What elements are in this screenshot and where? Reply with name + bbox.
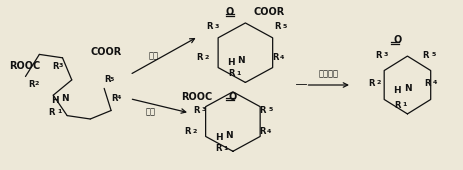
Text: 1: 1 bbox=[224, 146, 228, 151]
Text: N: N bbox=[62, 94, 69, 103]
Text: 3: 3 bbox=[58, 63, 63, 68]
Text: 4: 4 bbox=[267, 129, 271, 134]
Text: R: R bbox=[52, 62, 58, 71]
Text: O: O bbox=[226, 7, 234, 16]
Text: 1: 1 bbox=[236, 71, 240, 76]
Text: R: R bbox=[425, 79, 431, 88]
Text: H: H bbox=[215, 133, 223, 142]
Text: R: R bbox=[184, 127, 190, 136]
Text: R: R bbox=[215, 144, 222, 153]
Text: R: R bbox=[111, 94, 118, 103]
Text: R: R bbox=[394, 101, 400, 110]
Text: 缩合: 缩合 bbox=[146, 108, 156, 117]
Text: R: R bbox=[375, 51, 382, 60]
Text: 2: 2 bbox=[192, 129, 196, 134]
Text: N: N bbox=[225, 131, 233, 140]
Text: ROOC: ROOC bbox=[181, 92, 213, 102]
Text: 4: 4 bbox=[117, 95, 121, 100]
Text: 3: 3 bbox=[384, 52, 388, 57]
Text: 水解脱羹: 水解脱羹 bbox=[319, 70, 339, 78]
Text: COOR: COOR bbox=[90, 47, 121, 57]
Text: ROOC: ROOC bbox=[9, 61, 40, 71]
Text: R: R bbox=[272, 53, 278, 62]
Text: R: R bbox=[274, 22, 281, 31]
Text: R: R bbox=[193, 106, 200, 115]
Text: 5: 5 bbox=[268, 107, 272, 112]
Text: R: R bbox=[29, 80, 35, 89]
Text: R: R bbox=[260, 106, 266, 115]
Text: 2: 2 bbox=[376, 80, 381, 85]
Text: 4: 4 bbox=[280, 55, 284, 60]
Text: 2: 2 bbox=[204, 55, 208, 60]
Text: R: R bbox=[259, 127, 265, 136]
Text: R: R bbox=[206, 22, 213, 31]
Text: R: R bbox=[104, 75, 111, 84]
Text: R: R bbox=[423, 51, 429, 60]
Text: COOR: COOR bbox=[253, 7, 284, 17]
Text: H: H bbox=[51, 96, 58, 105]
Text: 5: 5 bbox=[110, 77, 114, 82]
Text: R: R bbox=[49, 108, 55, 117]
Text: 1: 1 bbox=[57, 109, 62, 114]
Text: R: R bbox=[196, 53, 202, 62]
Text: 5: 5 bbox=[431, 52, 435, 57]
Text: R: R bbox=[228, 70, 234, 78]
Text: N: N bbox=[238, 56, 245, 65]
Text: O: O bbox=[393, 35, 401, 45]
Text: 缩合: 缩合 bbox=[149, 52, 159, 61]
Text: 5: 5 bbox=[283, 24, 287, 29]
Text: 3: 3 bbox=[201, 107, 206, 112]
Text: N: N bbox=[404, 84, 411, 92]
Text: 4: 4 bbox=[433, 80, 437, 85]
Text: H: H bbox=[394, 86, 401, 95]
Text: 1: 1 bbox=[402, 103, 407, 107]
Text: 3: 3 bbox=[214, 24, 219, 29]
Text: 2: 2 bbox=[35, 81, 39, 86]
Text: H: H bbox=[227, 58, 235, 67]
Text: R: R bbox=[368, 79, 375, 88]
Text: O: O bbox=[229, 92, 237, 101]
